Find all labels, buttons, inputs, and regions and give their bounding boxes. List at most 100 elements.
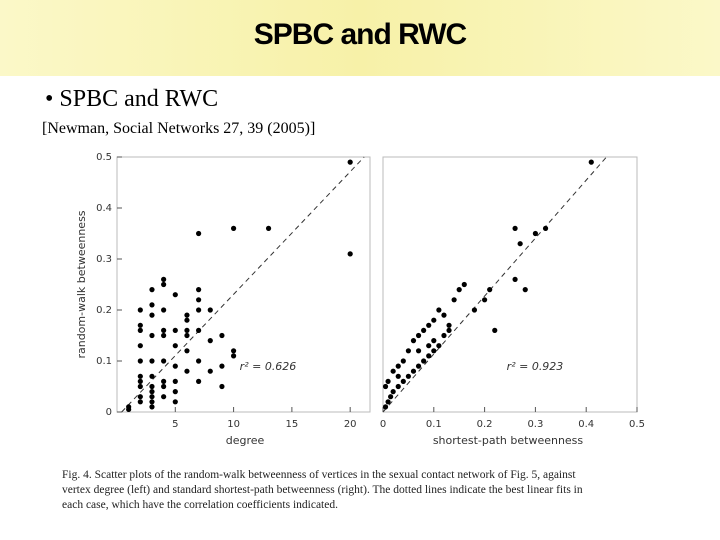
- y-tick-label: 0.4: [96, 203, 112, 214]
- point: [487, 287, 493, 293]
- point: [395, 383, 401, 390]
- x-tick-label: 0.2: [477, 419, 493, 430]
- point: [172, 389, 178, 395]
- point: [207, 368, 213, 374]
- point: [382, 383, 389, 390]
- point: [415, 332, 422, 339]
- point: [492, 327, 498, 333]
- point: [421, 358, 427, 364]
- point: [184, 327, 190, 333]
- point: [137, 307, 143, 313]
- point: [161, 383, 167, 390]
- point: [517, 241, 523, 247]
- caption: Fig. 4. Scatter plots of the random-walk…: [62, 468, 583, 513]
- point: [161, 327, 167, 333]
- point: [265, 225, 272, 231]
- point: [441, 332, 447, 339]
- point: [196, 287, 202, 293]
- point: [431, 348, 437, 354]
- point: [137, 378, 143, 384]
- point: [149, 332, 155, 339]
- x-tick-label: 0.1: [426, 419, 442, 430]
- caption-line: Fig. 4. Scatter plots of the random-walk…: [62, 469, 576, 481]
- point: [219, 332, 225, 339]
- fit-line: [382, 156, 607, 413]
- point: [431, 317, 437, 323]
- point: [588, 159, 594, 165]
- point: [542, 225, 549, 231]
- x-tick-label: 15: [286, 419, 299, 430]
- point: [461, 281, 467, 288]
- x-tick-label: 0.3: [527, 419, 543, 430]
- point: [512, 225, 518, 231]
- point: [137, 322, 143, 328]
- point: [388, 394, 394, 400]
- plot-frame: [382, 156, 638, 413]
- annotation: r² = 0.923: [507, 360, 564, 373]
- point: [149, 394, 155, 400]
- point: [196, 297, 202, 303]
- point: [512, 276, 518, 282]
- y-tick-label: 0: [106, 407, 112, 418]
- point: [172, 292, 178, 298]
- x-tick-label: 5: [172, 419, 178, 430]
- point: [184, 312, 190, 318]
- point: [196, 230, 202, 237]
- point: [400, 358, 406, 364]
- point: [161, 358, 167, 364]
- point: [415, 348, 422, 354]
- point: [471, 307, 478, 313]
- point: [385, 378, 391, 384]
- title-band: [0, 0, 720, 76]
- point: [230, 225, 237, 231]
- x-tick-label: 0: [380, 419, 386, 430]
- point: [172, 399, 178, 405]
- x-axis-label: degree: [226, 434, 265, 447]
- point: [149, 373, 155, 379]
- point: [184, 368, 190, 374]
- point: [207, 307, 213, 313]
- point: [441, 312, 447, 318]
- point: [482, 297, 488, 303]
- y-tick-label: 0.1: [96, 356, 112, 367]
- point: [436, 307, 442, 313]
- point: [421, 327, 427, 333]
- point: [196, 358, 202, 364]
- point: [219, 383, 225, 390]
- point: [230, 353, 237, 359]
- caption-line: vertex degree (left) and standard shorte…: [62, 484, 583, 496]
- point: [172, 363, 178, 369]
- point: [415, 363, 422, 369]
- x-tick-label: 10: [227, 419, 240, 430]
- point: [385, 399, 391, 405]
- point: [161, 394, 167, 400]
- point: [395, 373, 401, 379]
- caption-line: each case, which have the correlation co…: [62, 499, 338, 511]
- point: [149, 287, 155, 293]
- point: [522, 287, 528, 293]
- point: [149, 383, 155, 390]
- point: [149, 404, 155, 410]
- point: [446, 322, 452, 328]
- point: [532, 230, 539, 237]
- point: [219, 363, 225, 369]
- plot-frame: [116, 156, 371, 413]
- point: [184, 348, 190, 354]
- point: [149, 312, 155, 318]
- point: [400, 378, 406, 384]
- point: [390, 368, 396, 374]
- point: [196, 307, 202, 313]
- point: [410, 338, 417, 344]
- point: [426, 322, 432, 328]
- point: [137, 358, 143, 364]
- point: [137, 394, 143, 400]
- point: [382, 404, 389, 410]
- point: [230, 348, 237, 354]
- x-tick-label: 0.4: [578, 419, 594, 430]
- point: [207, 338, 213, 344]
- y-axis-label: random-walk betweenness: [75, 210, 88, 358]
- x-tick-label: 0.5: [629, 419, 645, 430]
- point: [149, 302, 155, 308]
- bullet: • SPBC and RWC: [45, 86, 219, 112]
